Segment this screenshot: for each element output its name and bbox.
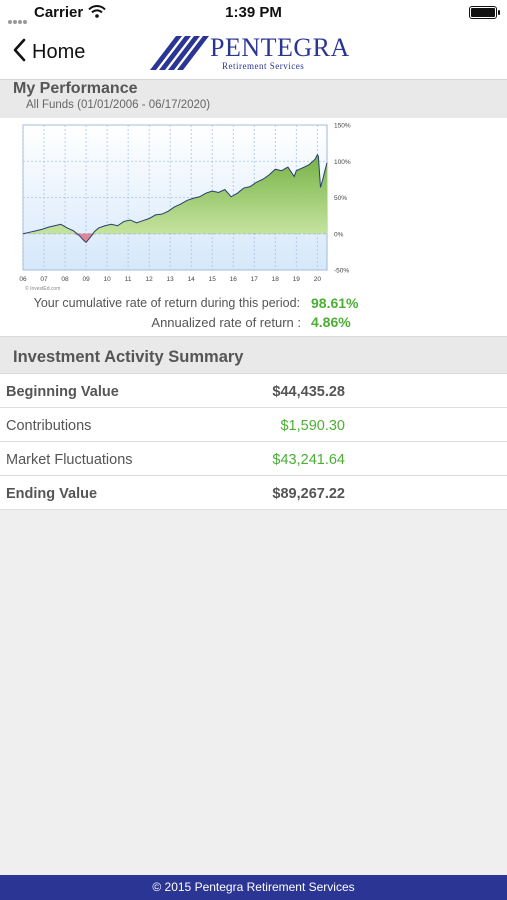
negative-area	[23, 233, 327, 243]
pentegra-logo: PENTEGRA Retirement Services	[150, 32, 360, 74]
y-tick-label: 0%	[334, 231, 344, 238]
chart-watermark: © InvestEd.com	[25, 285, 60, 292]
annualized-return-row: Annualized rate of return : 4.86%	[0, 314, 507, 333]
summary-row-beginning-value: Beginning Value $44,435.28	[0, 374, 507, 408]
x-tick-label: 15	[209, 276, 217, 283]
summary-row-value: $43,241.64	[272, 452, 345, 468]
cumulative-return-value: 98.61%	[311, 295, 359, 311]
summary-row-market-fluctuations: Market Fluctuations $43,241.64	[0, 442, 507, 476]
carrier-label: Carrier	[34, 4, 84, 21]
x-tick-label: 20	[314, 276, 322, 283]
annualized-return-value: 4.86%	[311, 314, 351, 330]
chevron-left-icon	[12, 38, 26, 67]
summary-row-value: $44,435.28	[272, 384, 345, 400]
performance-title: My Performance	[13, 80, 138, 97]
x-tick-label: 07	[40, 276, 48, 283]
performance-chart: 06 07 08 09 10 11 12 13 14 15 16 17 18 19 20 150% 100% 50…	[16, 122, 361, 294]
performance-date-range: All Funds (01/01/2006 - 06/17/2020)	[26, 99, 211, 111]
summary-header: Investment Activity Summary	[0, 336, 507, 374]
x-tick-label: 08	[61, 276, 69, 283]
x-tick-label: 13	[167, 276, 175, 283]
annualized-return-label: Annualized rate of return :	[151, 315, 301, 330]
logo-stripes-icon	[150, 36, 209, 70]
summary-list: Beginning Value $44,435.28 Contributions…	[0, 374, 507, 510]
summary-row-ending-value: Ending Value $89,267.22	[0, 476, 507, 510]
performance-header: My Performance All Funds (01/01/2006 - 0…	[0, 80, 507, 118]
x-tick-label: 10	[103, 276, 111, 283]
x-tick-label: 12	[146, 276, 154, 283]
back-button-label: Home	[32, 40, 86, 63]
summary-row-label: Ending Value	[6, 486, 98, 502]
summary-title: Investment Activity Summary	[13, 348, 244, 366]
clock: 1:39 PM	[225, 4, 282, 21]
summary-row-value: $89,267.22	[272, 486, 345, 502]
back-button[interactable]: Home	[12, 36, 85, 68]
y-tick-label: -50%	[334, 268, 349, 275]
x-tick-label: 06	[19, 276, 27, 283]
x-tick-label: 16	[230, 276, 238, 283]
performance-panel: 06 07 08 09 10 11 12 13 14 15 16 17 18 19 20 150% 100% 50…	[0, 118, 507, 336]
status-bar: Carrier 1:39 PM	[0, 0, 507, 26]
logo-tagline: Retirement Services	[222, 61, 305, 71]
x-tick-label: 11	[125, 276, 132, 283]
performance-chart-svg: 06 07 08 09 10 11 12 13 14 15 16 17 18 19 20 150% 100% 50…	[19, 123, 351, 293]
summary-row-contributions: Contributions $1,590.30	[0, 408, 507, 442]
footer: © 2015 Pentegra Retirement Services	[0, 875, 507, 900]
y-tick-label: 50%	[334, 195, 347, 202]
y-tick-label: 100%	[334, 159, 351, 166]
footer-copyright: © 2015 Pentegra Retirement Services	[152, 880, 355, 894]
x-tick-label: 14	[188, 276, 196, 283]
signal-icon	[8, 11, 28, 29]
series-line	[22, 153, 328, 244]
positive-area	[23, 154, 327, 234]
navigation-bar: Home PENTEGRA Retirement Services	[0, 26, 507, 80]
cumulative-return-label: Your cumulative rate of return during th…	[33, 296, 300, 310]
wifi-icon	[88, 5, 106, 23]
x-tick-label: 17	[251, 276, 259, 283]
summary-row-label: Market Fluctuations	[6, 452, 133, 468]
summary-row-value: $1,590.30	[280, 418, 345, 434]
logo-brand-text: PENTEGRA	[210, 33, 350, 62]
x-tick-label: 19	[293, 276, 301, 283]
battery-icon	[469, 6, 500, 19]
cumulative-return-row: Your cumulative rate of return during th…	[0, 295, 507, 314]
y-tick-label: 150%	[334, 123, 351, 130]
summary-row-label: Contributions	[6, 418, 92, 434]
x-tick-label: 18	[272, 276, 280, 283]
summary-row-label: Beginning Value	[6, 384, 119, 400]
x-tick-label: 09	[82, 276, 90, 283]
